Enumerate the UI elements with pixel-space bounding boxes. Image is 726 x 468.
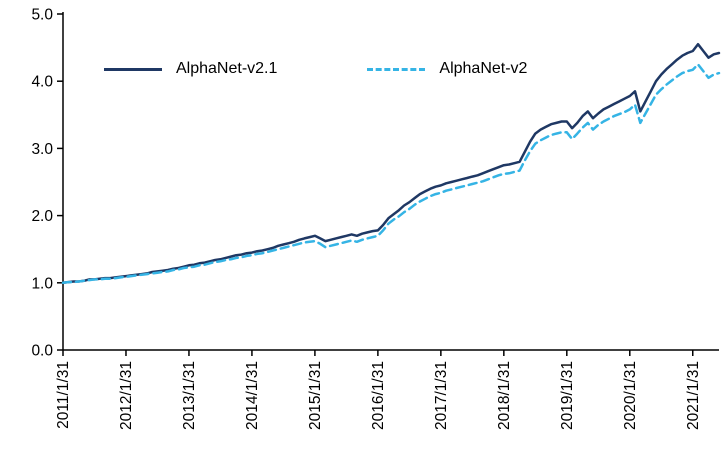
x-tick-label: 2012/1/31 — [118, 361, 135, 430]
series-line-alphanet-v2 — [61, 63, 721, 285]
x-tick-label: 2016/1/31 — [370, 361, 387, 430]
y-tick-label: 5.0 — [31, 7, 53, 24]
x-tick-label: 2015/1/31 — [307, 361, 324, 430]
legend: AlphaNet-v2.1 AlphaNet-v2 — [104, 60, 527, 78]
x-tick-label: 2021/1/31 — [685, 361, 702, 430]
y-tick-label: 0.0 — [31, 343, 53, 360]
x-tick-label: 2018/1/31 — [496, 361, 513, 430]
series-line-alphanet-v2-1 — [61, 42, 721, 285]
x-tick-label: 2019/1/31 — [559, 361, 576, 430]
legend-label-alphanet-v2-1: AlphaNet-v2.1 — [176, 60, 278, 77]
y-tick-label: 4.0 — [31, 74, 53, 91]
x-tick-label: 2011/1/31 — [55, 361, 72, 429]
y-tick-label: 2.0 — [31, 208, 53, 225]
y-tick-label: 3.0 — [31, 141, 53, 158]
x-tick-label: 2020/1/31 — [622, 361, 639, 430]
x-tick-label: 2013/1/31 — [181, 361, 198, 430]
legend-item-alphanet-v2-1: AlphaNet-v2.1 — [104, 60, 277, 78]
legend-label-alphanet-v2: AlphaNet-v2 — [439, 60, 528, 77]
x-tick-label: 2017/1/31 — [433, 361, 450, 430]
legend-item-alphanet-v2: AlphaNet-v2 — [367, 60, 527, 78]
legend-line-solid-icon — [104, 67, 162, 71]
y-tick-label: 1.0 — [31, 275, 53, 292]
x-tick-label: 2014/1/31 — [244, 361, 261, 430]
legend-line-dashed-icon — [367, 67, 426, 71]
